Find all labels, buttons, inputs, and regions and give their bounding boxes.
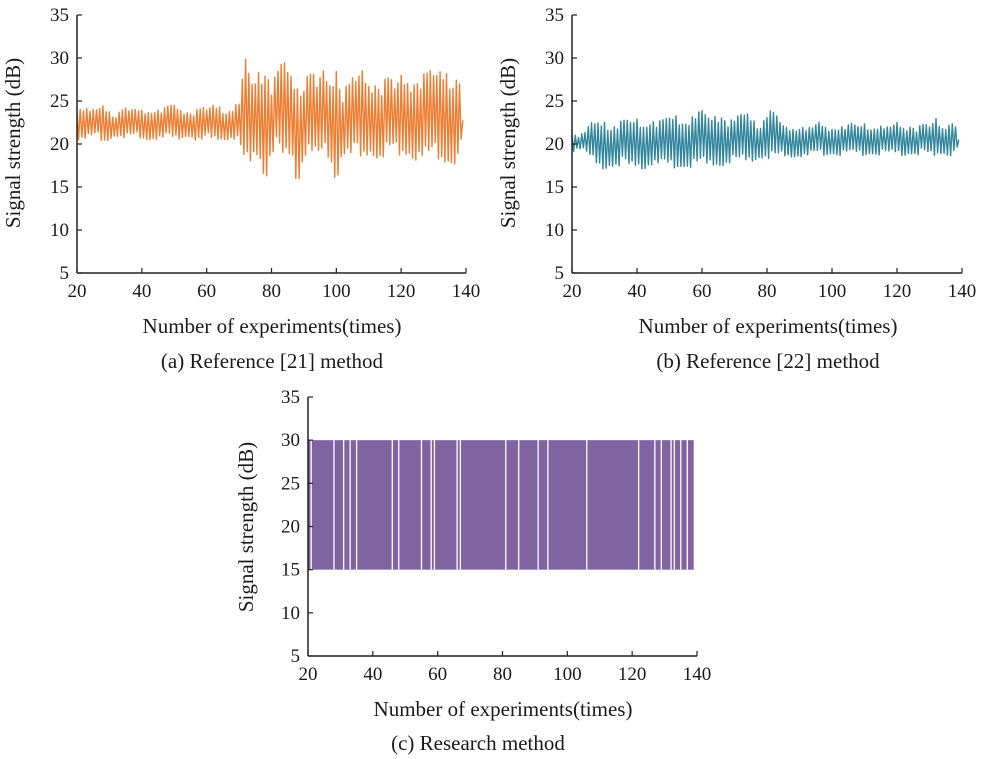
series-line-a [76,58,464,180]
x-tick-labels-b: 20 40 60 80 100 120 140 [563,281,977,302]
y-tick-label: 30 [50,48,69,69]
axes-a [76,14,467,274]
chart-panel-a: 20 40 60 80 100 120 140 5 10 15 20 25 30 35 Number o… [1,5,480,373]
y-tick-label: 20 [281,517,300,538]
axes-b [571,14,963,274]
x-tick-label: 100 [553,664,582,685]
y-tick-labels-b: 5 10 15 20 25 30 35 [545,5,564,284]
y-tick-label: 10 [50,220,69,241]
y-tick-labels-c: 5 10 15 20 25 30 35 [281,387,300,667]
x-tick-label: 60 [428,664,447,685]
x-tick-label: 40 [628,281,647,302]
x-tick-label: 60 [693,281,712,302]
y-tick-label: 10 [281,603,300,624]
x-tick-label: 140 [452,281,481,302]
y-tick-label: 20 [545,134,564,155]
y-tick-label: 25 [281,473,300,494]
y-tick-label: 5 [555,263,565,284]
y-tick-label: 35 [281,387,300,408]
y-tick-label: 25 [50,91,69,112]
y-tick-label: 30 [281,430,300,451]
plot-area-a [76,58,464,180]
chart-panel-c: 20 40 60 80 100 120 140 5 10 15 20 25 30 35 Number o… [234,387,711,755]
x-tick-label: 20 [68,281,87,302]
axes-c [307,396,698,657]
x-tick-label: 80 [493,664,512,685]
x-tick-label: 20 [299,664,318,685]
y-tick-labels-a: 5 10 15 20 25 30 35 [50,5,69,284]
x-tick-label: 80 [262,281,281,302]
y-tick-label: 20 [50,134,69,155]
caption-b: (b) Reference [22] method [656,349,880,373]
y-tick-label: 35 [50,5,69,26]
caption-a: (a) Reference [21] method [161,349,384,373]
y-tick-label: 25 [545,91,564,112]
x-tick-labels-c: 20 40 60 80 100 120 140 [299,664,712,685]
y-tick-label: 15 [545,177,564,198]
signal-band [308,440,694,570]
x-tick-label: 40 [363,664,382,685]
x-axis-label-a: Number of experiments(times) [143,314,402,338]
y-tick-label: 5 [291,646,301,667]
x-tick-label: 100 [322,281,351,302]
series-line-b [571,109,960,170]
y-axis-label-b: Signal strength (dB) [496,58,520,228]
y-tick-label: 35 [545,5,564,26]
caption-c: (c) Research method [391,731,565,755]
y-tick-label: 30 [545,48,564,69]
x-tick-label: 140 [683,664,712,685]
x-axis-label-c: Number of experiments(times) [374,697,633,721]
x-tick-label: 100 [818,281,847,302]
y-tick-label: 15 [281,560,300,581]
y-tick-label: 15 [50,177,69,198]
x-tick-label: 60 [197,281,216,302]
x-tick-label: 20 [563,281,582,302]
x-tick-label: 120 [387,281,416,302]
x-tick-label: 40 [132,281,151,302]
y-tick-label: 5 [60,263,70,284]
y-axis-label-c: Signal strength (dB) [234,442,258,612]
plot-area-c [308,440,694,570]
x-axis-label-b: Number of experiments(times) [639,314,898,338]
y-axis-label-a: Signal strength (dB) [1,58,25,228]
y-tick-label: 10 [545,220,564,241]
plot-area-b [571,109,960,170]
x-tick-label: 120 [883,281,912,302]
chart-panel-b: 20 40 60 80 100 120 140 5 10 15 20 25 30 35 Number o… [496,5,976,373]
x-tick-label: 120 [618,664,647,685]
x-tick-labels-a: 20 40 60 80 100 120 140 [68,281,481,302]
x-tick-label: 140 [948,281,977,302]
x-tick-label: 80 [758,281,777,302]
